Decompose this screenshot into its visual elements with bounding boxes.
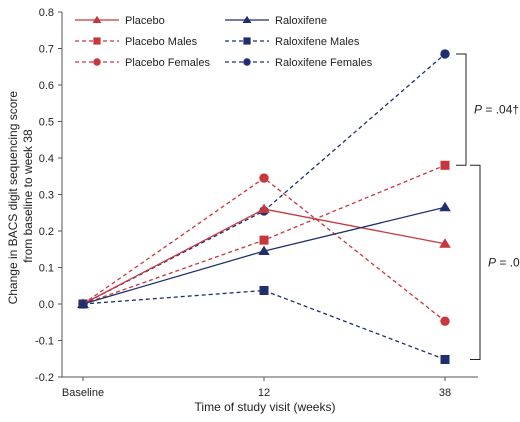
data-point-square (93, 37, 101, 45)
p-value-letter: P (488, 255, 496, 269)
data-point-triangle (439, 238, 451, 248)
series-layer (77, 49, 451, 364)
p-value-letter: P (474, 103, 482, 117)
series-line (82, 164, 446, 305)
data-point-square (440, 160, 450, 170)
data-point-triangle (77, 298, 89, 308)
y-tick-label: 0.4 (39, 153, 54, 165)
data-point-square (440, 354, 450, 364)
data-point-triangle (242, 15, 252, 24)
y-tick-label: 0.1 (39, 263, 54, 275)
x-tick-labels: Baseline 12 38 (62, 387, 451, 399)
data-point-square (259, 235, 269, 245)
legend-label: Raloxifene (275, 15, 327, 27)
x-tick-label: Baseline (62, 387, 104, 399)
y-tick-label: 0.5 (39, 117, 54, 129)
y-tick-label: 0.0 (39, 299, 54, 311)
series-raloxifene (77, 201, 451, 308)
x-tick-label: 12 (258, 387, 270, 399)
legend-item: Raloxifene Males (225, 36, 360, 48)
bracket-line (470, 164, 481, 360)
y-tick-label: -0.1 (35, 336, 54, 348)
y-tick-label: 0.3 (39, 190, 54, 202)
legend-item: Placebo Females (75, 57, 210, 69)
p-value-bracket: P = .03† (470, 164, 520, 360)
y-axis-title-line-2: from baseline to week 38 (21, 129, 35, 263)
y-axis-title: Change in BACS digit sequencing score fr… (6, 88, 35, 305)
legend-label: Placebo Males (125, 36, 198, 48)
bracket-line (456, 53, 467, 166)
x-axis-title: Time of study visit (weeks) (195, 400, 336, 414)
y-tick-label: 0.2 (39, 226, 54, 238)
data-point-circle (93, 58, 101, 66)
data-point-circle (440, 316, 450, 326)
y-tick-label: 0.8 (39, 7, 54, 19)
p-value-label: P = .04† (474, 103, 519, 117)
legend-item: Placebo Males (75, 36, 198, 48)
legend-label: Placebo (125, 15, 165, 27)
data-point-square (259, 285, 269, 296)
data-point-triangle (92, 15, 102, 24)
legend: Placebo Raloxifene Placebo Males Raloxifene… (75, 15, 373, 69)
y-tick-label: 0.7 (39, 44, 54, 56)
legend-item: Raloxifene (225, 15, 327, 27)
p-value-label: P = .03† (488, 255, 520, 269)
data-point-circle (243, 58, 251, 66)
legend-label: Raloxifene Females (275, 57, 373, 69)
legend-item: Placebo (75, 15, 165, 27)
legend-item: Raloxifene Females (225, 57, 373, 69)
legend-label: Raloxifene Males (275, 36, 360, 48)
data-point-circle (259, 173, 269, 183)
y-tick-labels: -0.2 -0.1 0.0 0.1 0.2 0.3 0.4 0.5 0.6 0.7 0.8 (35, 7, 54, 384)
series-raloxifene-males (78, 285, 450, 364)
data-point-triangle (258, 203, 270, 214)
p-value-bracket: P = .04† (456, 53, 519, 166)
y-tick-label: -0.2 (35, 372, 54, 384)
axes (58, 11, 478, 381)
x-tick-label: 38 (439, 387, 451, 399)
y-tick-label: 0.6 (39, 80, 54, 92)
data-point-triangle (439, 201, 451, 212)
data-point-circle (440, 49, 450, 59)
p-value-text: = .04† (482, 103, 519, 117)
legend-label: Placebo Females (125, 57, 210, 69)
p-value-text: = .03† (496, 255, 520, 269)
annotations: P = .04†P = .03† (456, 53, 520, 360)
data-point-triangle (258, 245, 270, 256)
data-point-square (243, 37, 251, 45)
series-line (82, 289, 446, 361)
y-axis-title-line-1: Change in BACS digit sequencing score (6, 91, 20, 305)
